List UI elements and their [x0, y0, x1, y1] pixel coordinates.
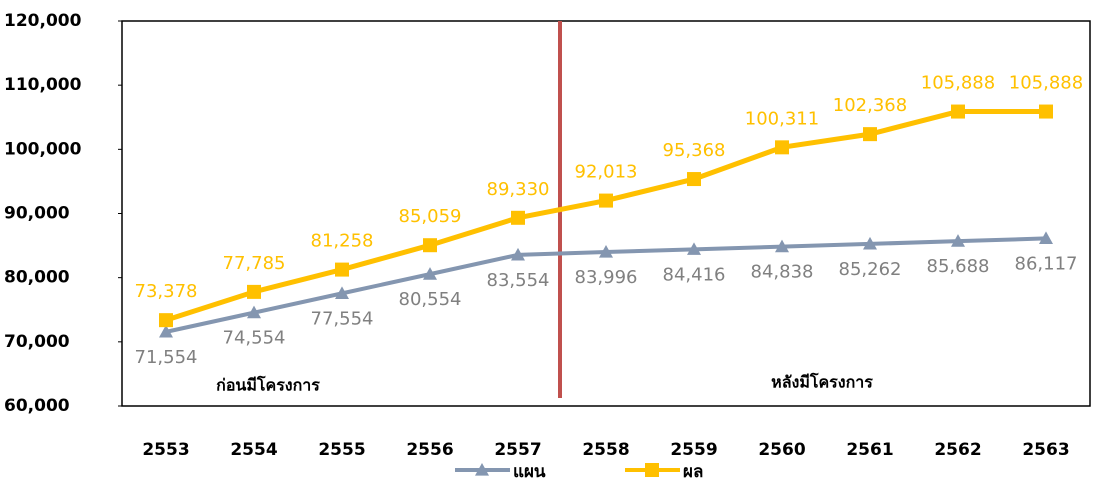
marker [951, 104, 965, 119]
marker [247, 305, 261, 319]
marker [775, 140, 789, 155]
y-tick-label: 100,000 [4, 139, 82, 159]
legend-label: แผน [513, 462, 546, 482]
marker [247, 284, 261, 299]
marker [159, 313, 173, 328]
x-tick-label: 2553 [142, 440, 189, 460]
value-label: 83,554 [487, 270, 550, 291]
value-label: 89,330 [487, 179, 550, 200]
value-label: 77,785 [223, 253, 286, 274]
value-label: 85,059 [399, 206, 462, 227]
marker [423, 238, 437, 253]
value-label: 81,258 [311, 231, 374, 252]
marker [1039, 231, 1053, 245]
y-tick-label: 70,000 [4, 332, 70, 352]
x-tick-label: 2555 [318, 440, 365, 460]
series-line [165, 109, 1046, 323]
marker [159, 324, 173, 338]
legend-marker [475, 463, 489, 476]
value-label: 73,378 [135, 281, 198, 302]
marker [1039, 104, 1053, 119]
marker [687, 172, 701, 187]
value-label: 105,888 [1009, 73, 1083, 94]
value-label: 85,688 [927, 256, 990, 277]
y-tick-label: 60,000 [4, 396, 70, 416]
value-label: 85,262 [839, 259, 902, 280]
y-tick-label: 120,000 [4, 11, 82, 31]
value-label: 84,416 [663, 264, 726, 285]
y-tick-label: 110,000 [4, 75, 82, 95]
y-tick-label: 80,000 [4, 268, 70, 288]
x-tick-label: 2563 [1022, 440, 1069, 460]
value-label: 92,013 [575, 162, 638, 183]
value-label: 105,888 [921, 73, 995, 94]
marker [511, 247, 525, 261]
x-tick-label: 2560 [758, 440, 805, 460]
marker [335, 286, 349, 299]
x-tick-label: 2558 [582, 440, 629, 460]
annotation: หลังมีโครงการ [771, 372, 873, 392]
x-tick-label: 2556 [406, 440, 453, 460]
value-label: 71,554 [135, 347, 198, 368]
value-label: 83,996 [575, 267, 638, 288]
value-label: 84,838 [751, 262, 814, 283]
value-label: 95,368 [663, 140, 726, 161]
marker [951, 234, 965, 247]
value-label: 86,117 [1015, 253, 1078, 274]
marker [599, 193, 613, 208]
value-label: 80,554 [399, 289, 462, 310]
marker [775, 239, 789, 253]
marker [687, 242, 701, 255]
legend-marker [645, 463, 659, 477]
x-tick-label: 2554 [230, 440, 277, 460]
x-tick-label: 2559 [670, 440, 717, 460]
y-tick-label: 90,000 [4, 204, 70, 224]
marker [335, 262, 349, 277]
value-label: 102,368 [833, 95, 907, 116]
value-label: 77,554 [311, 308, 374, 329]
marker [599, 245, 613, 258]
value-label: 100,311 [745, 108, 819, 129]
annotation: ก่อนมีโครงการ [216, 375, 320, 395]
marker [863, 127, 877, 142]
x-tick-label: 2561 [846, 440, 893, 460]
marker [863, 236, 877, 250]
x-tick-label: 2562 [934, 440, 981, 460]
x-tick-label: 2557 [494, 440, 541, 460]
legend-label: ผล [683, 462, 703, 482]
marker [511, 210, 525, 225]
value-label: 74,554 [223, 328, 286, 349]
marker [423, 267, 437, 280]
